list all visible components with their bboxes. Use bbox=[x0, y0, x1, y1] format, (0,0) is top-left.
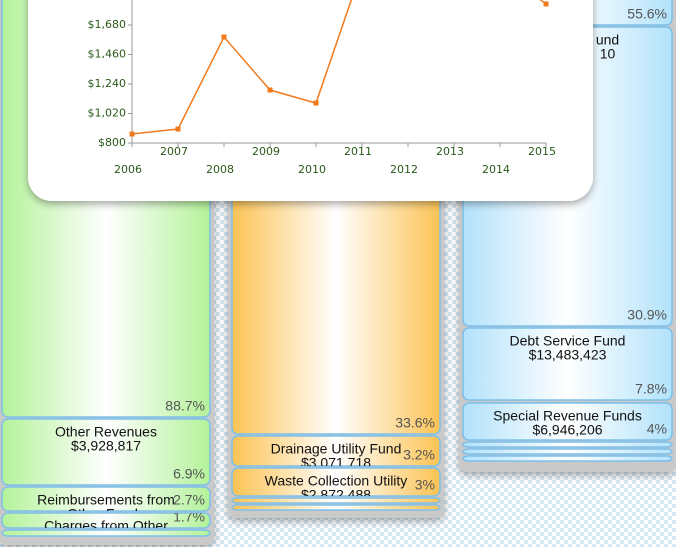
fund-name: Reimbursements from bbox=[37, 492, 175, 508]
percent: 1.7% bbox=[173, 509, 205, 525]
point bbox=[313, 100, 319, 106]
x-tick-label: 2007 bbox=[160, 145, 188, 158]
box-text: Charges from Other 1.7% bbox=[44, 509, 205, 534]
chart-popup bbox=[28, 0, 593, 201]
fund-amount: 10 bbox=[600, 46, 616, 62]
x-tick-label: 2011 bbox=[344, 145, 372, 158]
plot bbox=[129, 0, 549, 137]
box bbox=[462, 441, 673, 448]
percent: 33.6% bbox=[395, 415, 435, 431]
point bbox=[221, 34, 227, 40]
fund-amount: $2,872,488 bbox=[301, 487, 371, 503]
box-text: Drainage Utility Fund$3,071,718 3.2% bbox=[271, 441, 435, 471]
box-text: Other Revenues$3,928,817 6.9% bbox=[55, 424, 205, 482]
box bbox=[231, 504, 441, 511]
y-tick-label: $1,900 bbox=[88, 0, 127, 1]
percent: 6.9% bbox=[173, 466, 205, 482]
y-tick-label: $1,460 bbox=[88, 47, 127, 60]
box-text: Waste Collection Utility$2,872,488 3% bbox=[265, 473, 435, 503]
y-tick-label: $1,240 bbox=[88, 77, 127, 90]
x-tick-label: 2014 bbox=[482, 163, 510, 176]
percent: 30.9% bbox=[627, 307, 667, 323]
point bbox=[175, 126, 181, 132]
point bbox=[543, 1, 549, 7]
percent: 55.6% bbox=[627, 6, 667, 22]
percent: 3% bbox=[415, 477, 435, 493]
fund-name: Charges from Other bbox=[44, 518, 168, 534]
fund-amount: Other Funds bbox=[67, 506, 145, 522]
x-tick-label: 2009 bbox=[252, 145, 280, 158]
x-tick-label: 2012 bbox=[390, 163, 418, 176]
fund-name: Debt Service Fund bbox=[510, 333, 626, 349]
percent: 4% bbox=[647, 421, 667, 437]
percent: 88.7% bbox=[165, 398, 205, 414]
box bbox=[462, 455, 673, 462]
box bbox=[231, 497, 441, 504]
x-tick-label: 2010 bbox=[298, 163, 326, 176]
box bbox=[1, 529, 211, 537]
percent: 2.7% bbox=[173, 492, 205, 508]
line bbox=[131, 0, 547, 135]
point bbox=[129, 131, 135, 137]
fund-amount: $13,483,423 bbox=[529, 347, 607, 363]
x-tick-label: 2015 bbox=[528, 145, 556, 158]
box bbox=[231, 435, 441, 467]
box-text: Debt Service Fund$13,483,423 7.8% bbox=[510, 333, 667, 397]
y-tick-label: $1,680 bbox=[88, 18, 127, 31]
box bbox=[1, 418, 211, 486]
fund-amount: $6,946,206 bbox=[532, 422, 602, 438]
x-tick-label: 2008 bbox=[206, 163, 234, 176]
fund-name: Other Revenues bbox=[55, 424, 157, 440]
box bbox=[1, 486, 211, 512]
box bbox=[231, 467, 441, 497]
x-tick-label: 2013 bbox=[436, 145, 464, 158]
box-text: Special Revenue Funds$6,946,206 4% bbox=[493, 408, 667, 438]
y-tick-label: $800 bbox=[98, 136, 126, 149]
fund-name: Drainage Utility Fund bbox=[271, 441, 402, 457]
fund-name: Special Revenue Funds bbox=[493, 408, 642, 424]
percent: 3.2% bbox=[403, 447, 435, 463]
box bbox=[1, 512, 211, 529]
percent: 7.8% bbox=[635, 381, 667, 397]
fund-amount: $3,071,718 bbox=[301, 455, 371, 471]
x-tick-label: 2006 bbox=[114, 163, 142, 176]
fund-name: Waste Collection Utility bbox=[265, 473, 408, 489]
fund-name: und bbox=[596, 32, 619, 48]
y-tick-label: $1,020 bbox=[88, 106, 127, 119]
box bbox=[462, 327, 673, 401]
point bbox=[267, 87, 273, 93]
fund-amount: $3,928,817 bbox=[71, 438, 141, 454]
box bbox=[462, 402, 673, 441]
box bbox=[462, 448, 673, 455]
